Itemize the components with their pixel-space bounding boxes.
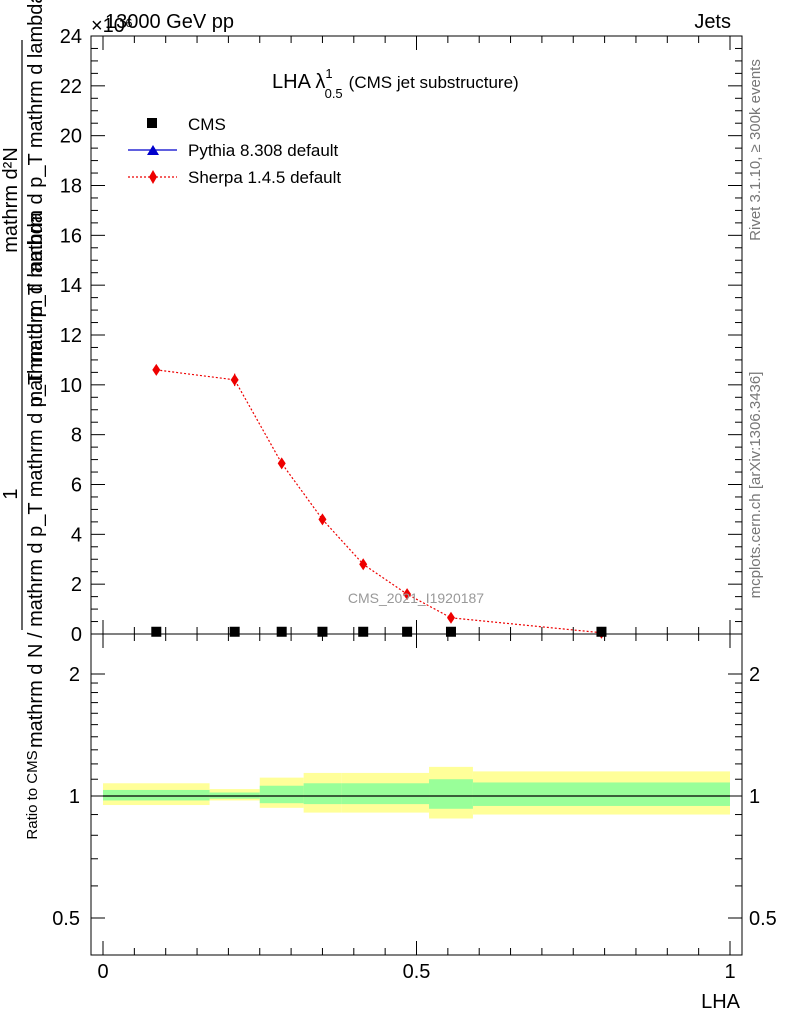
- title-suffix: (CMS jet substructure): [349, 73, 519, 92]
- y-label-den-2: mathrm d p_T mathrm d p_T mathrm d lambd…: [25, 0, 47, 407]
- main-ytick-label-11: 22: [60, 76, 82, 98]
- band-inner-4: [341, 783, 430, 805]
- legend-pythia-label: Pythia 8.308 default: [188, 141, 339, 160]
- main-ytick-label-8: 16: [60, 225, 82, 247]
- title-sup: 1: [325, 66, 332, 81]
- xtick-label-2: 1: [724, 961, 735, 983]
- title-sub: 0.5: [325, 86, 343, 101]
- ratio-ytick-label-right-2: 2: [749, 664, 760, 686]
- band-inner-6: [472, 782, 730, 806]
- legend-cms-label: CMS: [188, 115, 226, 134]
- legend-cms-marker: [147, 118, 157, 128]
- sherpa-point-4: [359, 558, 368, 571]
- cms-point-7: [596, 626, 607, 637]
- band-inner-3: [303, 783, 342, 805]
- main-ytick-label-5: 10: [60, 375, 82, 397]
- band-inner-0: [103, 789, 210, 801]
- side-label-mcplots: mcplots.cern.ch [arXiv:1306.3436]: [747, 372, 764, 599]
- sherpa-point-5: [403, 588, 412, 601]
- plot-title: LHA λ1 0.5 (CMS jet substructure): [272, 66, 519, 101]
- legend: CMS Pythia 8.308 default Sherpa 1.4.5 de…: [128, 115, 341, 187]
- sherpa-point-1: [230, 373, 239, 386]
- ratio-ytick-label-right-0: 0.5: [749, 908, 777, 930]
- legend-sherpa-label: Sherpa 1.4.5 default: [188, 168, 341, 187]
- cms-point-5: [402, 626, 413, 637]
- header-right: Jets: [694, 11, 731, 33]
- band-inner-2: [259, 785, 304, 804]
- main-ytick-label-2: 4: [71, 524, 82, 546]
- y-label-num-2: mathrm d²N: [0, 147, 22, 253]
- cms-point-2: [276, 626, 287, 637]
- main-ytick-label-0: 0: [71, 624, 82, 646]
- main-ytick-label-10: 20: [60, 126, 82, 148]
- cms-point-4: [358, 626, 369, 637]
- ratio-ytick-label-left-0: 0.5: [52, 908, 80, 930]
- ratio-ytick-label-left-1: 1: [69, 786, 80, 808]
- title-main: LHA λ: [272, 71, 325, 93]
- main-ytick-label-9: 18: [60, 176, 82, 198]
- ratio-ytick-label-left-2: 2: [69, 664, 80, 686]
- watermark: CMS_2021_I1920187: [348, 590, 484, 606]
- sherpa-point-3: [318, 513, 327, 526]
- xtick-label-1: 0.5: [403, 961, 431, 983]
- main-y-label: 1 mathrm d N / mathrm d p_T mathrm d p_T…: [0, 0, 47, 748]
- y-label-den-1: mathrm d N / mathrm d p_T mathrm d p_T m…: [25, 211, 47, 748]
- band-inner-5: [429, 779, 473, 809]
- y-label-num-1: 1: [0, 488, 22, 499]
- x-label: LHA: [701, 991, 741, 1013]
- cms-point-0: [151, 626, 162, 637]
- y-exponent: ×10⁶: [91, 15, 133, 37]
- side-label-rivet: Rivet 3.1.10, ≥ 300k events: [747, 59, 764, 241]
- main-ytick-label-4: 8: [71, 425, 82, 447]
- sherpa-point-0: [152, 363, 161, 376]
- legend-sherpa-marker: [149, 170, 157, 184]
- cms-point-6: [445, 626, 456, 637]
- main-ytick-label-7: 14: [60, 275, 82, 297]
- main-ytick-label-12: 24: [60, 26, 82, 48]
- header-left: 13000 GeV pp: [105, 11, 234, 33]
- legend-pythia-marker: [147, 145, 159, 155]
- sherpa-point-2: [277, 457, 286, 470]
- ratio-y-label: Ratio to CMS: [24, 750, 41, 839]
- xtick-label-0: 0: [97, 961, 108, 983]
- ratio-bands: [103, 766, 730, 819]
- main-ytick-label-3: 6: [71, 475, 82, 497]
- cms-point-1: [229, 626, 240, 637]
- main-ytick-label-6: 12: [60, 325, 82, 347]
- ratio-ytick-label-right-1: 1: [749, 786, 760, 808]
- main-ytick-label-1: 2: [71, 574, 82, 596]
- sherpa-point-6: [446, 611, 455, 624]
